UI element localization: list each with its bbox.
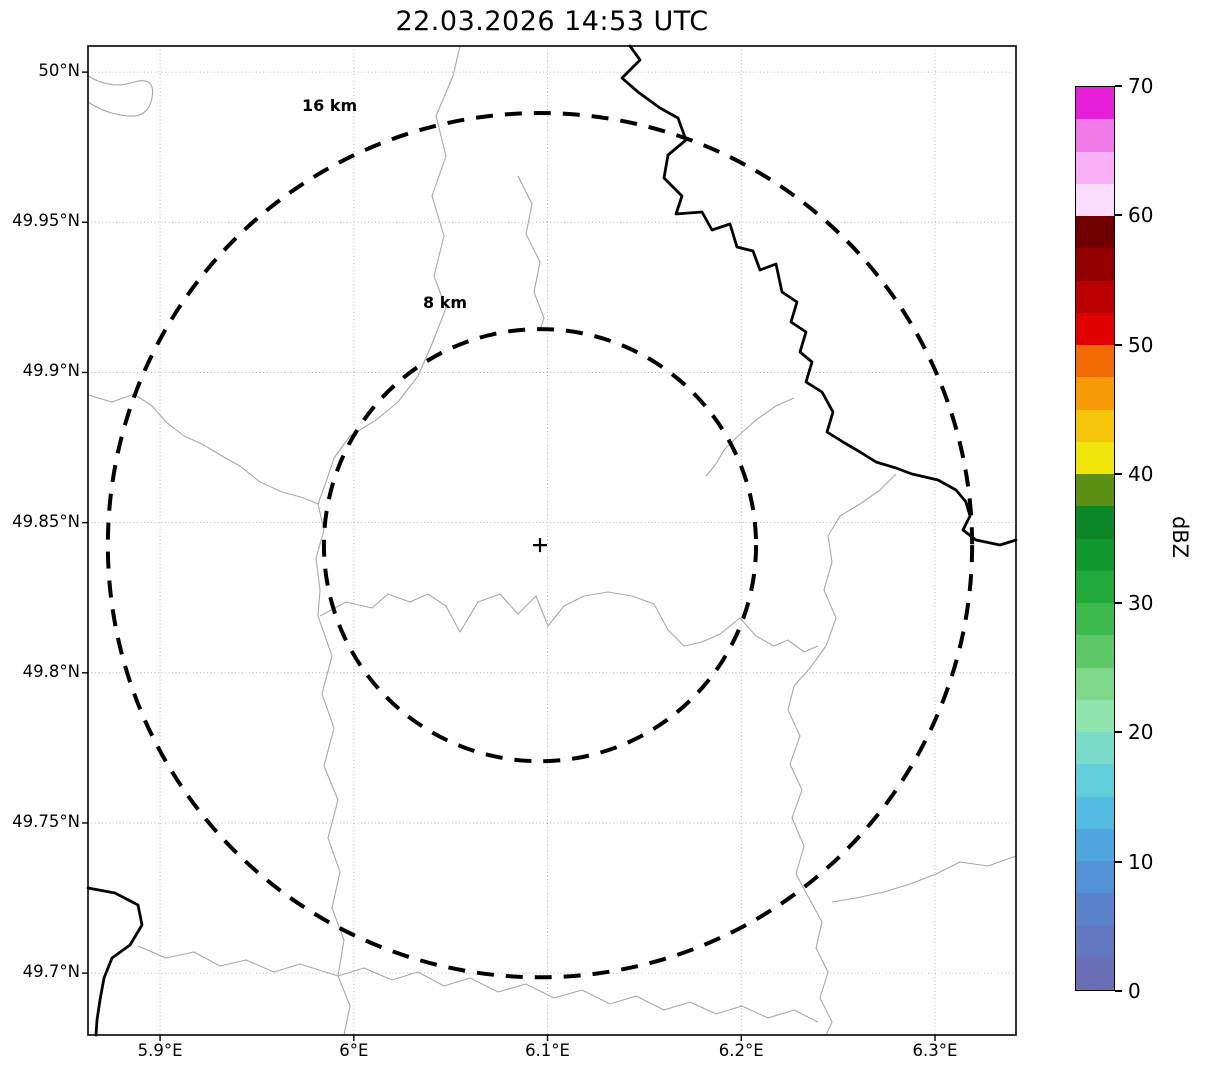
radar-center-marker [532,538,547,553]
boundary-line [831,855,1017,903]
x-tick-label: 6.1°E [525,1041,570,1060]
boundary-line [315,45,461,1036]
boundary-line [137,945,819,1023]
boundary-lines [87,45,1017,1036]
colorbar-segment [1076,732,1114,765]
colorbar-tick-label: 20 [1128,720,1154,745]
colorbar-tick [1115,85,1122,87]
colorbar-segment [1076,796,1114,829]
colorbar-segment [1076,377,1114,410]
colorbar-tick [1115,990,1122,992]
colorbar-segment [1076,441,1114,474]
x-tick-label: 6.2°E [718,1041,764,1060]
colorbar-tick-label: 0 [1128,979,1141,1003]
colorbar-segment [1076,345,1114,378]
colorbar-segment [1076,506,1114,539]
colorbar-segment [1076,861,1114,894]
colorbar [1075,86,1115,991]
x-tick-label: 5.9°E [137,1041,183,1060]
plot-border [87,45,1017,1036]
colorbar-tick-label: 70 [1128,74,1154,98]
map-canvas [82,44,1018,1041]
y-tick-label: 49.85°N [12,511,80,531]
boundary-line [517,175,545,331]
colorbar-tick [1115,602,1122,605]
colorbar-tick [1115,343,1122,346]
range-ring-16km [105,111,975,980]
colorbar-tick [1115,214,1122,217]
colorbar-tick [1115,472,1122,475]
colorbar-tick-label: 10 [1128,849,1154,874]
colorbar-unit-label: dBZ [1168,515,1192,559]
grid-layer [82,46,1016,1041]
y-tick-label: 49.8°N [22,661,80,681]
colorbar-segment [1076,183,1114,216]
colorbar-segment [1076,216,1114,249]
y-tick-label: 49.95°N [12,211,80,231]
y-tick-label: 49.9°N [22,361,80,381]
y-tick-label: 49.7°N [22,962,80,982]
colorbar-segment [1076,764,1114,797]
colorbar-tick [1115,731,1122,734]
colorbar-tick-label: 50 [1128,332,1154,357]
river-line-southwest [86,886,144,1037]
colorbar-segment [1076,280,1114,313]
colorbar-segment [1076,248,1114,281]
boundary-line [787,473,897,1036]
colorbar-segment [1076,635,1114,668]
colorbar-segment [1076,667,1114,700]
colorbar-segment [1076,87,1114,120]
y-tick-label: 49.75°N [12,811,80,831]
x-tick-label: 6°E [339,1041,369,1060]
boundary-line [87,75,154,117]
colorbar-tick [1115,860,1122,863]
ring-label-16km: 16 km [302,96,358,115]
colorbar-segment [1076,925,1114,958]
colorbar-segment [1076,828,1114,861]
plot-title: 22.03.2026 14:53 UTC [395,6,709,37]
ring-label-8km: 8 km [423,293,468,312]
colorbar-segment [1076,151,1114,184]
boundary-line [705,397,795,477]
colorbar-segment [1076,538,1114,571]
river-line [620,44,1018,547]
colorbar-segment [1076,603,1114,636]
colorbar-segment [1076,312,1114,345]
colorbar-segment [1076,570,1114,603]
colorbar-segment [1076,893,1114,926]
y-tick-label: 50°N [38,61,80,81]
colorbar-tick-label: 30 [1128,591,1154,616]
colorbar-segment [1076,699,1114,732]
colorbar-segment [1076,409,1114,442]
x-tick-label: 6.3°E [912,1041,958,1060]
colorbar-tick-label: 60 [1128,203,1154,228]
colorbar-segment [1076,474,1114,507]
colorbar-tick-label: 40 [1128,461,1154,486]
colorbar-segment [1076,119,1114,152]
colorbar-segment [1076,957,1114,990]
boundary-line [87,393,319,505]
boundary-line [319,591,819,653]
